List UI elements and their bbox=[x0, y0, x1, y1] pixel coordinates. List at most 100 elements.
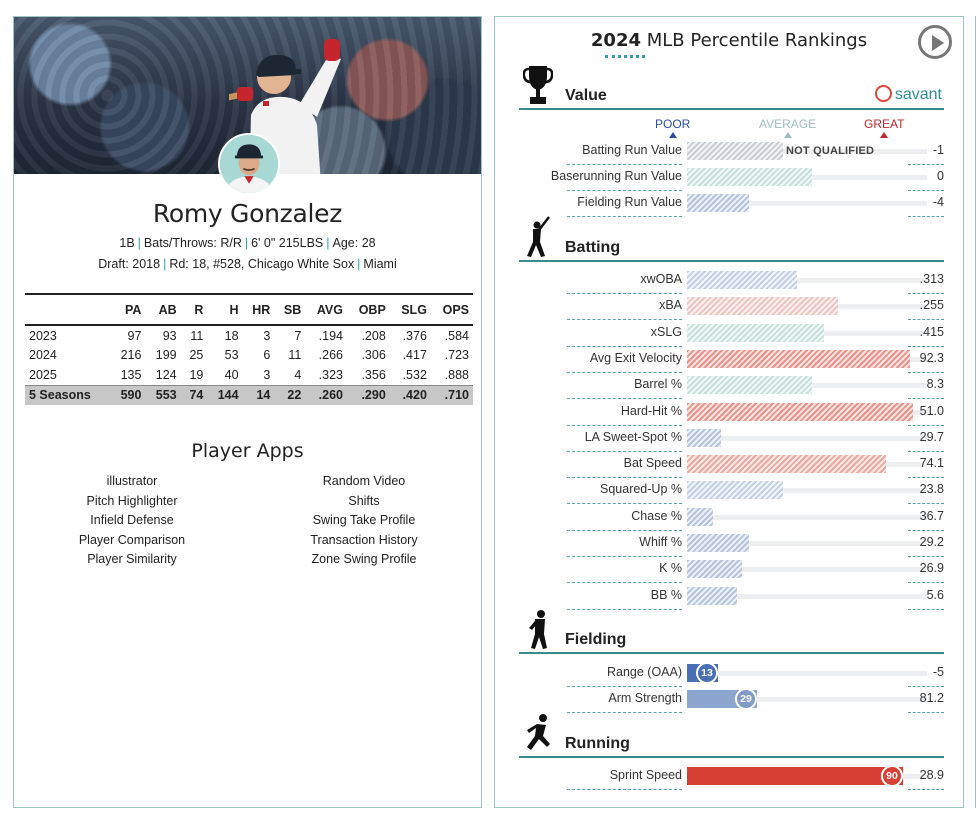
metric-label[interactable]: BB % bbox=[650, 587, 682, 602]
metric-value: 28.9 bbox=[919, 768, 944, 782]
school: Miami bbox=[363, 257, 397, 271]
percentile-bar[interactable] bbox=[687, 323, 824, 342]
player-app-link[interactable]: Player Comparison bbox=[78, 532, 186, 547]
metric-label[interactable]: Avg Exit Velocity bbox=[589, 350, 682, 365]
player-app-link[interactable]: Infield Defense bbox=[90, 513, 174, 527]
table-cell: 135 bbox=[120, 367, 142, 382]
metric-row[interactable]: Sprint Speed 90 28.9 bbox=[519, 764, 944, 790]
percentile-bar[interactable] bbox=[687, 194, 749, 212]
metric-row[interactable]: xSLG .415 bbox=[519, 321, 944, 347]
player-app-link[interactable]: Player Similarity bbox=[87, 552, 177, 566]
metric-row[interactable]: xwOBA .313 bbox=[519, 268, 944, 294]
savant-logo[interactable]: savant bbox=[874, 85, 942, 104]
player-app-link[interactable]: Swing Take Profile bbox=[312, 513, 416, 527]
percentile-bar[interactable] bbox=[687, 376, 812, 395]
percentile-bar[interactable] bbox=[687, 455, 886, 474]
player-app-link[interactable]: Pitch Highlighter bbox=[86, 493, 178, 508]
scale-poor-text: POOR bbox=[655, 117, 691, 131]
section-label-running: Running bbox=[565, 735, 630, 752]
metric-label[interactable]: Bat Speed bbox=[623, 456, 682, 471]
metric-row[interactable]: Chase % 36.7 bbox=[519, 505, 944, 531]
metric-label[interactable]: Fielding Run Value bbox=[577, 195, 682, 209]
metric-row[interactable]: Squared-Up % 23.8 bbox=[519, 478, 944, 505]
stats-col-header[interactable]: OBP bbox=[346, 293, 390, 326]
metric-label[interactable]: Whiff % bbox=[639, 535, 682, 549]
percentile-bar[interactable] bbox=[687, 767, 903, 785]
stats-col-header[interactable]: SB bbox=[274, 293, 306, 326]
metric-label[interactable]: Hard-Hit % bbox=[620, 403, 682, 418]
play-button[interactable] bbox=[918, 25, 952, 59]
player-apps-right-column: Random Video Shifts Swing Take Profile Tran… bbox=[264, 472, 464, 570]
metric-label[interactable]: LA Sweet-Spot % bbox=[584, 429, 682, 444]
table-cell: 6 bbox=[263, 348, 271, 362]
metric-label[interactable]: Sprint Speed bbox=[609, 768, 682, 782]
player-bio-line-1: 1B | Bats/Throws: R/R | 6' 0" 215LBS | Age: 28 bbox=[119, 236, 376, 250]
percentile-bubble[interactable]: 90 bbox=[881, 765, 903, 787]
metric-label[interactable]: xBA bbox=[659, 298, 682, 313]
percentile-bubble[interactable]: 13 bbox=[696, 662, 718, 684]
stats-col-header[interactable]: H bbox=[207, 293, 243, 326]
player-app-link[interactable]: Random Video bbox=[322, 474, 406, 488]
metric-row[interactable]: LA Sweet-Spot % 29.7 bbox=[519, 426, 944, 452]
percentile-bar[interactable] bbox=[687, 481, 783, 500]
metric-row[interactable]: Bat Speed 74.1 bbox=[519, 452, 944, 479]
metric-row[interactable]: Batting Run Value NOT QUALIFIED -1 bbox=[519, 139, 944, 165]
percentile-bar[interactable] bbox=[687, 271, 797, 289]
metric-value: 74.1 bbox=[919, 456, 944, 471]
metric-label[interactable]: xSLG bbox=[650, 324, 682, 339]
metric-label[interactable]: xwOBA bbox=[640, 272, 682, 286]
metric-row[interactable]: Barrel % 8.3 bbox=[519, 373, 944, 400]
percentile-bar[interactable] bbox=[687, 349, 910, 368]
metric-label[interactable]: Batting Run Value bbox=[582, 143, 682, 157]
value-divider bbox=[908, 686, 944, 687]
percentile-bar[interactable] bbox=[687, 534, 749, 552]
percentile-bar[interactable] bbox=[687, 507, 713, 526]
metric-row[interactable]: Arm Strength 29 81.2 bbox=[519, 687, 944, 713]
metric-row[interactable]: Whiff % 29.2 bbox=[519, 531, 944, 557]
section-value: Value savant bbox=[519, 65, 944, 110]
metric-row[interactable]: Baserunning Run Value 0 bbox=[519, 165, 944, 191]
stats-col-header[interactable] bbox=[25, 293, 111, 326]
player-app-link[interactable]: Shifts bbox=[348, 493, 380, 508]
rankings-year[interactable]: 2024 bbox=[590, 30, 642, 51]
metric-row[interactable]: Fielding Run Value -4 bbox=[519, 191, 944, 217]
metric-row[interactable]: xBA .255 bbox=[519, 294, 944, 321]
percentile-bar[interactable] bbox=[687, 168, 812, 186]
metric-label[interactable]: Barrel % bbox=[634, 377, 682, 392]
percentile-bar[interactable] bbox=[687, 586, 737, 605]
metric-row[interactable]: Hard-Hit % 51.0 bbox=[519, 400, 944, 426]
metric-label[interactable]: K % bbox=[659, 561, 682, 576]
percentile-bar[interactable] bbox=[687, 428, 721, 447]
percentile-bar[interactable] bbox=[687, 142, 783, 160]
metric-row[interactable]: K % 26.9 bbox=[519, 557, 944, 584]
stats-col-header[interactable]: SLG bbox=[389, 293, 431, 326]
player-bio-line-2: Draft: 2018 | Rd: 18, #528, Chicago White … bbox=[98, 257, 397, 271]
metric-label[interactable]: Baserunning Run Value bbox=[550, 169, 682, 183]
metric-row[interactable]: Avg Exit Velocity 92.3 bbox=[519, 347, 944, 373]
stats-col-header[interactable]: HR bbox=[242, 293, 275, 326]
metric-row[interactable]: BB % 5.6 bbox=[519, 584, 944, 610]
percentile-bar[interactable] bbox=[687, 297, 838, 316]
metric-row[interactable]: Range (OAA) 13 -5 bbox=[519, 661, 944, 687]
player-app-link[interactable]: illustrator bbox=[106, 474, 158, 488]
percentile-bar[interactable] bbox=[687, 560, 742, 579]
stats-col-header[interactable]: PA bbox=[110, 293, 146, 326]
section-label-batting: Batting bbox=[565, 239, 621, 256]
rankings-title: 2024 MLB Percentile Rankings bbox=[495, 30, 963, 51]
metric-label[interactable]: Squared-Up % bbox=[600, 482, 682, 497]
player-app-link[interactable]: Zone Swing Profile bbox=[311, 552, 417, 566]
table-row-total: 5 Seasons 590 553 74 144 14 22.260.290.420.710 bbox=[25, 384, 473, 405]
percentile-bar[interactable] bbox=[687, 402, 913, 421]
table-cell: .260 bbox=[305, 384, 347, 405]
table-cell: .710 bbox=[430, 384, 473, 405]
stats-col-header[interactable]: AB bbox=[145, 293, 181, 326]
player-app-link[interactable]: Transaction History bbox=[310, 532, 418, 547]
stats-col-header[interactable]: AVG bbox=[305, 293, 347, 326]
metric-value: .313 bbox=[919, 272, 944, 286]
metric-label[interactable]: Arm Strength bbox=[608, 691, 682, 705]
metric-label[interactable]: Chase % bbox=[631, 508, 682, 523]
stats-col-header[interactable]: OPS bbox=[430, 293, 473, 326]
metric-label[interactable]: Range (OAA) bbox=[606, 665, 682, 679]
stats-col-header[interactable]: R bbox=[180, 293, 208, 326]
percentile-bubble[interactable]: 29 bbox=[735, 688, 757, 710]
